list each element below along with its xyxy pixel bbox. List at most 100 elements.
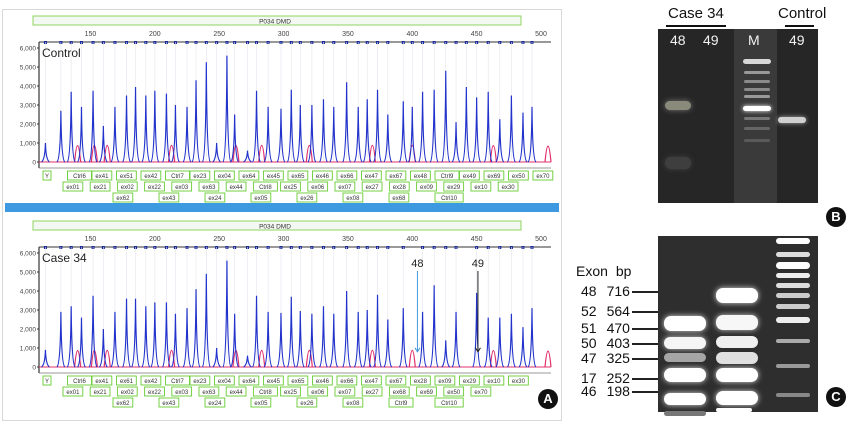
probe-label-box <box>250 397 272 408</box>
probe-peak <box>170 104 180 163</box>
probe-label-box <box>171 386 193 397</box>
probe-label: ex50 <box>447 390 461 396</box>
probe-label-box <box>250 192 272 203</box>
probe-label-box <box>287 170 309 181</box>
probe-peak <box>243 355 252 368</box>
exon-number: 50 <box>581 335 597 351</box>
probe-peak <box>88 90 98 163</box>
probe-label: ex43 <box>162 401 176 407</box>
probe-label: ex63 <box>202 390 216 396</box>
probe-label-box <box>112 397 134 408</box>
probe-label: ex69 <box>487 174 501 180</box>
probe-peak <box>161 93 171 163</box>
probe-label-box <box>336 375 358 386</box>
probe-label-box <box>89 386 111 397</box>
probe-label: ex69 <box>420 390 434 396</box>
probe-label-box <box>508 375 529 386</box>
gel-c-marker-line <box>632 358 658 360</box>
probe-peak <box>472 97 482 163</box>
probe-peak <box>362 309 372 368</box>
probe-label-box <box>361 170 382 181</box>
probe-label: ex44 <box>230 185 244 191</box>
probe-label-box <box>388 192 410 203</box>
size-standard-peak <box>103 349 111 368</box>
probe-peak <box>398 308 408 368</box>
probe-label: ex08 <box>346 196 360 202</box>
probe-peak <box>441 70 451 163</box>
probe-label: ex27 <box>366 185 380 191</box>
gel-c-header: Exon bp <box>576 263 631 279</box>
probe-label: ex07 <box>338 185 352 191</box>
gel-c-ladder-band <box>776 364 810 368</box>
size-standard-peak <box>103 144 111 163</box>
probe-label: ex51 <box>120 174 134 180</box>
exon-number: 48 <box>581 283 597 299</box>
probe-label-box <box>67 375 92 386</box>
probe-peak <box>518 327 528 368</box>
panel-a-badge: A <box>538 389 558 409</box>
gel-c-marker-line <box>632 391 658 393</box>
gel-b-case-underline <box>666 25 726 27</box>
gel-b-ladder-band <box>743 59 771 64</box>
trace-title: Case 34 <box>42 251 87 265</box>
header-label: P034 DMD <box>259 19 291 26</box>
y-tick-label: 3,000 <box>20 308 37 315</box>
probe-label: ex04 <box>218 174 232 180</box>
gel-b-ladder-band <box>744 117 770 120</box>
probe-label-box <box>388 397 414 408</box>
probe-peak <box>276 312 286 368</box>
probe-peak <box>201 62 211 163</box>
size-standard-peak <box>544 350 552 368</box>
probe-label-box <box>483 170 505 181</box>
x-tick-label: 400 <box>406 236 418 243</box>
y-tick-label: 4,000 <box>20 289 37 296</box>
probe-label-box <box>165 170 190 181</box>
probe-label: ex45 <box>267 174 281 180</box>
probe-peak <box>295 104 305 163</box>
y-tick-label: 0 <box>32 160 36 167</box>
probe-peak <box>418 311 428 368</box>
gel-c-band <box>664 353 706 362</box>
control-electropherogram: P034 DMD 150 200 250 300 350 400 450 500 6,000 5,0… <box>20 15 554 203</box>
probe-label-box <box>307 386 329 397</box>
probe-label: ex02 <box>121 390 135 396</box>
gel-b-lane-label: 49 <box>703 32 719 48</box>
probe-peak <box>161 302 171 368</box>
probe-label: ex44 <box>230 390 244 396</box>
probe-label-box <box>459 170 480 181</box>
probe-peak <box>191 289 201 368</box>
size-standard-peak <box>74 145 82 163</box>
gel-c-marker-label: 52 564 <box>581 303 630 319</box>
probe-peak <box>182 106 192 163</box>
probe-label-box <box>144 181 165 192</box>
probe-peak <box>318 306 328 368</box>
gel-c-ladder-band <box>776 304 810 309</box>
probe-label: ex05 <box>254 196 268 202</box>
x-tick-label: 300 <box>278 236 290 243</box>
probe-peak <box>56 110 66 163</box>
probe-label: ex27 <box>366 390 380 396</box>
y-tick-label: 2,000 <box>20 327 37 334</box>
gel-c <box>658 236 818 416</box>
probe-label: ex25 <box>284 390 298 396</box>
bp-size: 716 <box>606 283 630 299</box>
x-tick-label: 350 <box>342 31 354 38</box>
probe-label-box <box>189 375 211 386</box>
probe-label-box <box>483 375 505 386</box>
x-tick-label: 150 <box>85 236 97 243</box>
y-tick-label: 4,000 <box>20 84 37 91</box>
probe-peak <box>318 99 328 163</box>
probe-peak <box>286 296 296 368</box>
gel-c-marker-label: 46 198 <box>581 383 630 399</box>
probe-peak <box>41 142 50 163</box>
probe-peak <box>98 328 108 368</box>
gel-b-marker-lane <box>734 29 777 203</box>
probe-peak <box>506 313 516 368</box>
probe-peak <box>131 298 141 368</box>
probe-peak <box>222 260 232 368</box>
probe-label: ex23 <box>193 379 207 385</box>
probe-peak <box>110 311 120 368</box>
probe-label: ex47 <box>365 174 379 180</box>
gel-b-band-case48 <box>665 101 691 110</box>
gel-c-ladder-band <box>776 238 810 244</box>
